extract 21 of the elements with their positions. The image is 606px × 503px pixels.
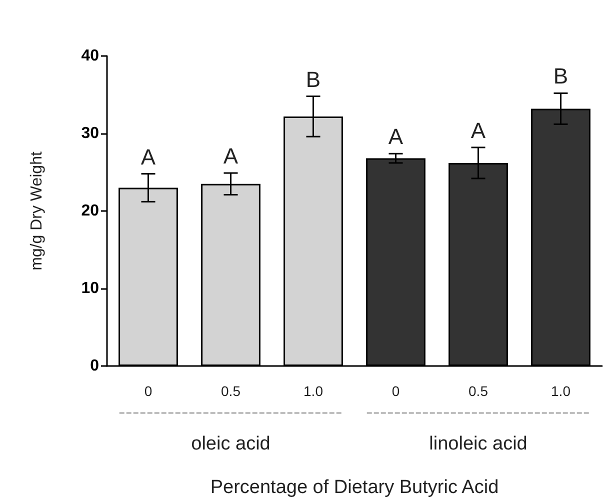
x-tick-label: 0.5 [221, 383, 241, 399]
y-tick-label: 30 [81, 125, 100, 142]
data-label: A [388, 124, 404, 150]
x-tick-label: 1.0 [551, 383, 571, 399]
data-label: B [553, 64, 568, 89]
y-tick-label: 10 [81, 280, 100, 297]
y-axis-title: mg/g Dry Weight [28, 151, 46, 270]
y-tick-label: 40 [81, 48, 100, 64]
x-tick-label: 1.0 [304, 383, 324, 399]
text: linoleic acid [429, 434, 528, 454]
x-axis-title: Percentage of Dietary Butyric Acid [210, 477, 499, 498]
data-label: A [470, 118, 486, 143]
y-tick-label: 20 [81, 202, 100, 220]
x-tick-label: 0 [144, 383, 152, 399]
data-label: A [223, 144, 238, 169]
x-tick-label: 0 [392, 383, 400, 399]
x-tick-label: 0.5 [468, 383, 488, 399]
data-label: A [140, 144, 156, 170]
data-label: B [306, 66, 321, 92]
y-tick-label: 0 [90, 358, 100, 374]
text: oleic acid [191, 434, 270, 454]
